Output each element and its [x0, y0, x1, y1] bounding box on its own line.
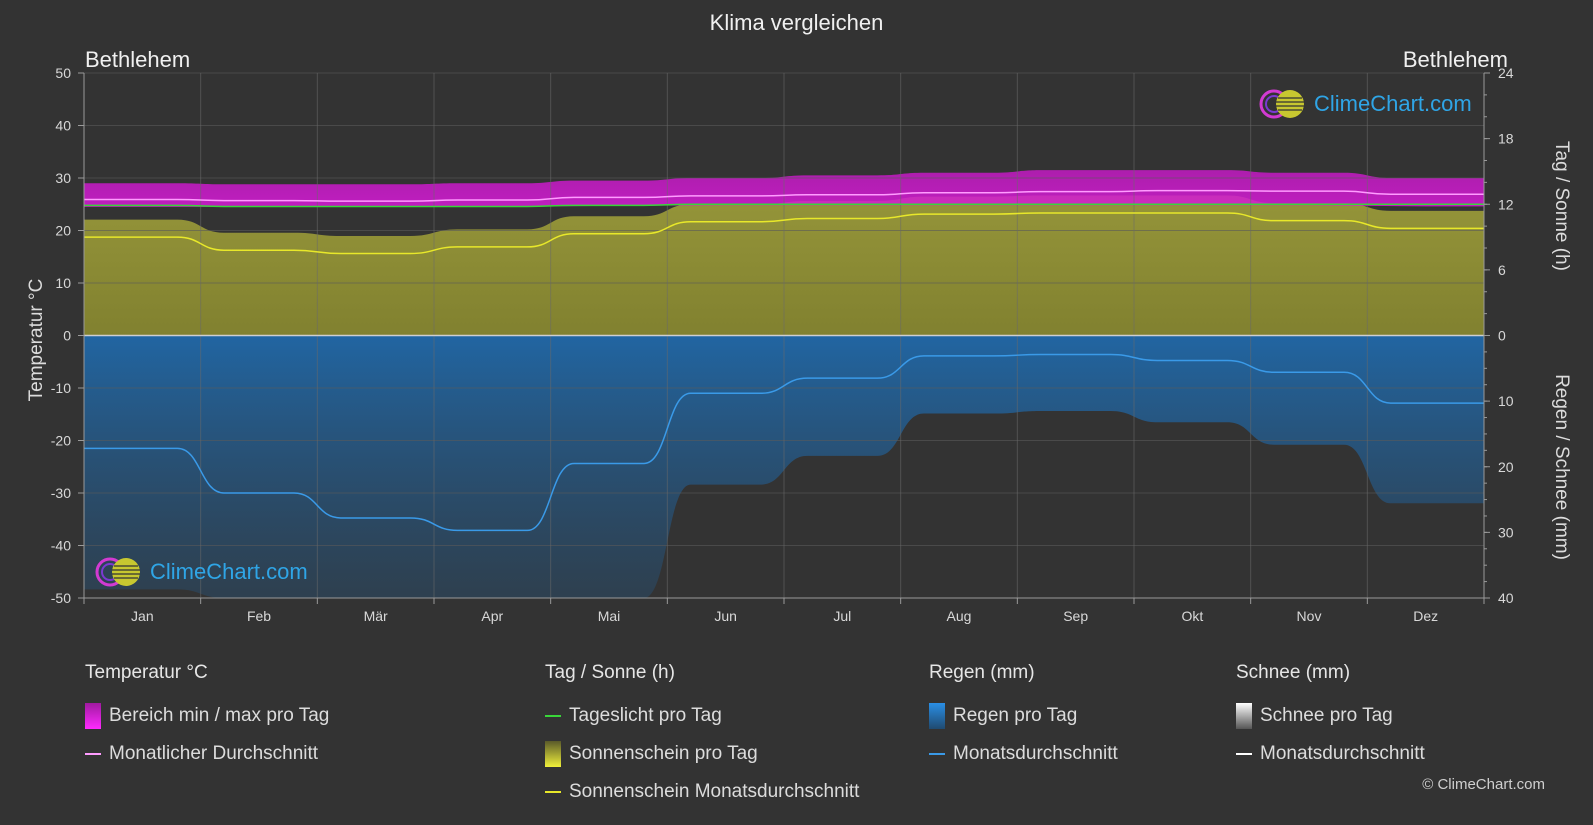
rain-tick-label: 20: [1498, 459, 1514, 475]
legend-heading: Schnee (mm): [1236, 662, 1351, 683]
legend-label: Monatlicher Durchschnitt: [109, 743, 319, 764]
legend-label: Regen pro Tag: [953, 705, 1078, 726]
logo-bottom[interactable]: ClimeChart.com: [94, 556, 308, 588]
temp-range-swatch: [85, 703, 101, 729]
month-label: Feb: [247, 608, 271, 624]
legend-heading: Temperatur °C: [85, 662, 208, 683]
rain-swatch: [929, 703, 945, 729]
temp-tick-label: 40: [55, 118, 71, 134]
month-label: Nov: [1297, 608, 1322, 624]
rain-avg-swatch: [929, 753, 945, 755]
legend-label: Sonnenschein pro Tag: [569, 743, 758, 764]
logo-top[interactable]: ClimeChart.com: [1258, 88, 1472, 120]
copyright: © ClimeChart.com: [1422, 776, 1545, 793]
temp-tick-label: 20: [55, 223, 71, 239]
sun-tick-label: 18: [1498, 131, 1514, 147]
chart-title: Klima vergleichen: [709, 10, 884, 35]
legend-item: Schnee pro Tag: [1236, 697, 1425, 735]
rain-tick-label: 40: [1498, 590, 1514, 606]
legend-item: Sonnenschein pro Tag: [545, 735, 859, 773]
legend-item: Monatsdurchschnitt: [1236, 735, 1425, 773]
month-label: Jun: [714, 608, 737, 624]
logo-text: ClimeChart.com: [1314, 91, 1472, 116]
sun-tick-label: 0: [1498, 328, 1506, 344]
logo-icon: [94, 556, 146, 588]
month-label: Okt: [1181, 608, 1203, 624]
rain-tick-label: 30: [1498, 524, 1514, 540]
legend-label: Tageslicht pro Tag: [569, 705, 722, 726]
month-label: Sep: [1063, 608, 1088, 624]
temp-avg-swatch: [85, 753, 101, 755]
month-label: Apr: [481, 608, 503, 624]
legend-item: Regen pro Tag: [929, 697, 1118, 735]
daylight-swatch: [545, 715, 561, 717]
temp-tick-label: 30: [55, 170, 71, 186]
legend-item: Tageslicht pro Tag: [545, 697, 859, 735]
sunshine-avg-line: [84, 212, 1484, 255]
temp-tick-label: 10: [55, 275, 71, 291]
month-label: Jul: [833, 608, 851, 624]
temp-tick-label: -40: [51, 538, 71, 554]
month-label: Dez: [1413, 608, 1438, 624]
temp-tick-label: -10: [51, 380, 71, 396]
sunshine-swatch: [545, 741, 561, 767]
sun-tick-label: 12: [1498, 196, 1514, 212]
rain-axis-label: Regen / Schnee (mm): [1551, 374, 1572, 560]
legend-snow: Schnee (mm) Schnee pro Tag Monatsdurchsc…: [1236, 662, 1425, 773]
daylight-line: [84, 203, 1484, 208]
legend-label: Monatsdurchschnitt: [1260, 743, 1425, 764]
month-label: Mai: [598, 608, 621, 624]
temp-tick-label: 0: [63, 328, 71, 344]
temperature-axis-label: Temperatur °C: [26, 278, 47, 402]
location-right: Bethlehem: [1402, 47, 1508, 72]
rain-tick-label: 10: [1498, 393, 1514, 409]
rain-avg-line: [84, 353, 1484, 532]
legend-item: Sonnenschein Monatsdurchschnitt: [545, 773, 859, 811]
legend-item: Bereich min / max pro Tag: [85, 697, 329, 735]
snow-avg-swatch: [1236, 753, 1252, 755]
legend-label: Schnee pro Tag: [1260, 705, 1393, 726]
month-label: Aug: [947, 608, 972, 624]
legend-item: Monatsdurchschnitt: [929, 735, 1118, 773]
legend-rain: Regen (mm) Regen pro Tag Monatsdurchschn…: [929, 662, 1118, 773]
logo-text: ClimeChart.com: [150, 559, 308, 584]
month-label: Mär: [364, 608, 388, 624]
sun-tick-label: 6: [1498, 262, 1506, 278]
temp-avg-line: [84, 189, 1484, 202]
snow-swatch: [1236, 703, 1252, 729]
legend-temperature: Temperatur °C Bereich min / max pro Tag …: [85, 662, 329, 773]
temp-tick-label: 50: [55, 65, 71, 81]
legend-heading: Tag / Sonne (h): [545, 662, 675, 683]
temp-tick-label: -20: [51, 433, 71, 449]
logo-icon: [1258, 88, 1310, 120]
legend-item: Monatlicher Durchschnitt: [85, 735, 329, 773]
legend-label: Monatsdurchschnitt: [953, 743, 1118, 764]
month-label: Jan: [131, 608, 154, 624]
legend-label: Sonnenschein Monatsdurchschnitt: [569, 781, 860, 802]
sun-axis-label: Tag / Sonne (h): [1551, 141, 1572, 271]
legend-sun: Tag / Sonne (h) Tageslicht pro Tag Sonne…: [545, 662, 859, 811]
location-left: Bethlehem: [85, 47, 191, 72]
sunshine-avg-swatch: [545, 791, 561, 793]
temp-tick-label: -30: [51, 485, 71, 501]
temp-tick-label: -50: [51, 590, 71, 606]
legend-label: Bereich min / max pro Tag: [109, 705, 330, 726]
sun-tick-label: 24: [1498, 65, 1514, 81]
legend-heading: Regen (mm): [929, 662, 1035, 683]
